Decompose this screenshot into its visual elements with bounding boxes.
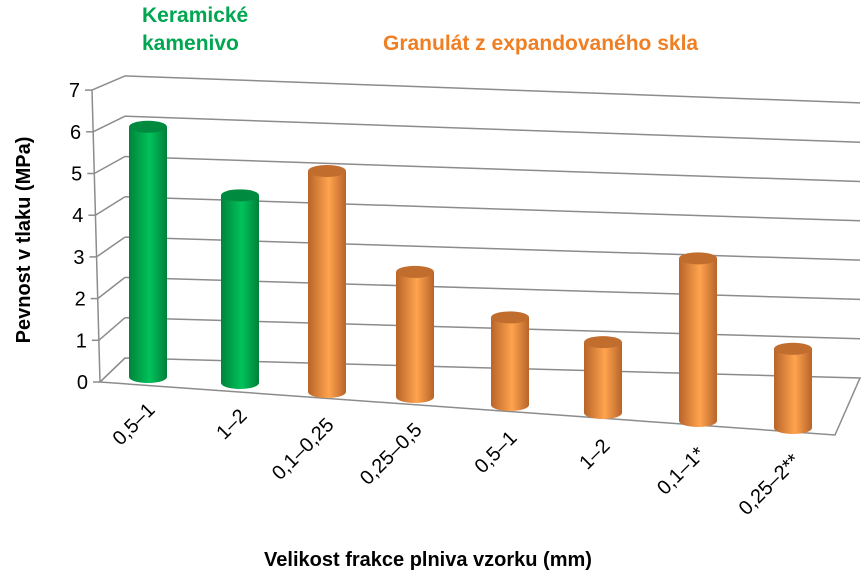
bar-base	[584, 407, 622, 419]
bar	[774, 342, 812, 434]
x-tick-label: 0,5–1	[109, 399, 160, 450]
x-tick-label: 0,25–2**	[735, 450, 805, 520]
bar-base	[129, 371, 167, 383]
bar-body	[221, 195, 259, 383]
bar-base	[774, 422, 812, 434]
gridline	[124, 115, 861, 143]
bar-top	[774, 342, 812, 355]
y-tick-label: 5	[71, 164, 82, 186]
bar-base	[679, 415, 717, 427]
depth-gridline	[96, 236, 126, 258]
y-tick-label: 6	[70, 122, 81, 144]
x-tick-label: 1–2	[212, 405, 251, 444]
bar-body	[679, 258, 717, 421]
bar-base	[396, 391, 434, 403]
bar-top	[308, 164, 346, 177]
x-tick-label: 0,5–1	[471, 427, 522, 478]
bar-top	[129, 120, 167, 133]
y-axis-title: Pevnost v tlaku (MPa)	[13, 137, 35, 344]
bar-body	[396, 271, 434, 397]
depth-gridline	[91, 75, 126, 91]
depth-gridline	[93, 155, 126, 175]
bar-body	[774, 348, 812, 428]
bar-top	[491, 311, 529, 324]
bar	[308, 164, 346, 398]
group-label-glass: Granulát z expandovaného skla	[383, 32, 698, 55]
x-tick-label: 0,25–0,5	[356, 419, 427, 490]
bar-base	[308, 386, 346, 398]
bar-body	[584, 342, 622, 413]
y-tick-label: 4	[72, 205, 83, 227]
bar-top	[679, 252, 717, 265]
bar	[491, 311, 529, 411]
bar-top	[584, 336, 622, 349]
group-label-ceramic-line2: kamenivo	[142, 32, 239, 55]
gridline	[124, 75, 861, 104]
x-tick-label: 0,1–0,25	[268, 414, 339, 485]
x-tick-label: 0,1–1*	[653, 443, 710, 500]
gridline	[124, 155, 861, 183]
depth-gridline	[98, 317, 126, 341]
bar	[396, 265, 434, 403]
y-tick-label: 0	[77, 372, 88, 394]
bar-base	[221, 377, 259, 389]
depth-gridline	[97, 276, 126, 300]
bar-top	[396, 265, 434, 278]
bar-top	[221, 189, 259, 202]
depth-gridline	[95, 196, 126, 216]
bar-base	[491, 399, 529, 411]
bar-body	[129, 126, 167, 377]
depth-gridline	[92, 115, 126, 133]
bar	[584, 336, 622, 419]
depth-gridline	[99, 357, 126, 383]
x-tick-label: 1–2	[575, 435, 614, 474]
y-tick-label: 7	[69, 80, 80, 102]
group-label-ceramic-line1: Keramické	[142, 4, 248, 27]
x-axis-title: Velikost frakce plniva vzorku (mm)	[264, 549, 592, 571]
bar-body	[308, 170, 346, 392]
bar	[221, 189, 259, 389]
floor	[98, 357, 861, 436]
y-tick-label: 3	[73, 247, 84, 269]
bar	[679, 252, 717, 427]
bar	[129, 120, 167, 383]
y-axis-line	[91, 89, 101, 383]
y-tick-label: 2	[75, 289, 86, 311]
y-tick-label: 1	[76, 330, 87, 352]
bar-body	[491, 317, 529, 405]
